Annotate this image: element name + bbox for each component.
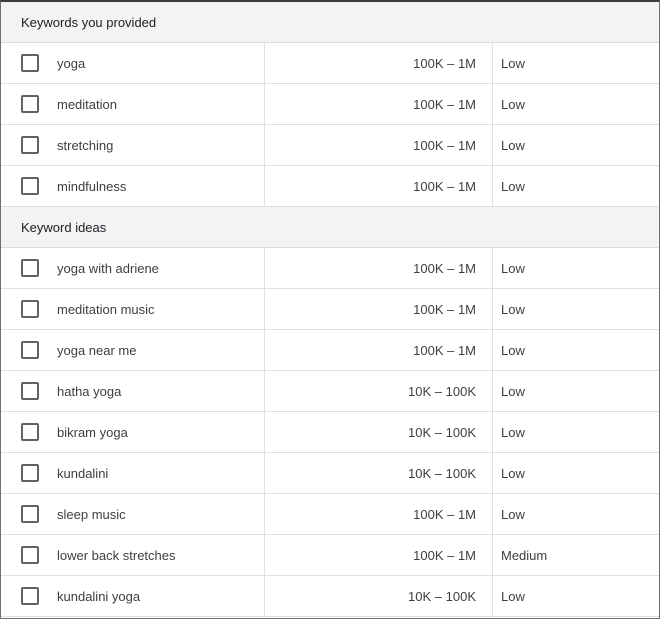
row-checkbox[interactable] bbox=[21, 382, 39, 400]
competition-cell: Low bbox=[501, 55, 525, 71]
row-checkbox[interactable] bbox=[21, 300, 39, 318]
row-checkbox[interactable] bbox=[21, 464, 39, 482]
search-volume-cell: 10K – 100K bbox=[265, 576, 493, 616]
row-checkbox[interactable] bbox=[21, 423, 39, 441]
competition-cell: Low bbox=[501, 506, 525, 522]
keyword-cell: yoga bbox=[57, 43, 265, 83]
row-checkbox-cell bbox=[1, 494, 57, 534]
search-volume-cell: 100K – 1M bbox=[265, 125, 493, 165]
keyword-cell: kundalini yoga bbox=[57, 576, 265, 616]
search-volume-cell: 100K – 1M bbox=[265, 166, 493, 206]
row-checkbox-cell bbox=[1, 43, 57, 83]
keyword-cell: kundalini bbox=[57, 453, 265, 493]
competition-cell: Low bbox=[501, 465, 525, 481]
row-checkbox[interactable] bbox=[21, 546, 39, 564]
row-checkbox[interactable] bbox=[21, 587, 39, 605]
keyword-cell: meditation music bbox=[57, 289, 265, 329]
table-row[interactable]: bikram yoga 10K – 100K Low bbox=[1, 412, 659, 453]
row-checkbox-cell bbox=[1, 248, 57, 288]
table-row[interactable]: yoga with adriene 100K – 1M Low bbox=[1, 248, 659, 289]
keyword-cell: yoga with adriene bbox=[57, 248, 265, 288]
row-checkbox-cell bbox=[1, 453, 57, 493]
table-row[interactable]: meditation 100K – 1M Low bbox=[1, 84, 659, 125]
table-row[interactable]: stretching 100K – 1M Low bbox=[1, 125, 659, 166]
search-volume-cell: 100K – 1M bbox=[265, 289, 493, 329]
search-volume-cell: 10K – 100K bbox=[265, 453, 493, 493]
table-row[interactable]: lower back stretches 100K – 1M Medium bbox=[1, 535, 659, 576]
keyword-cell: stretching bbox=[57, 125, 265, 165]
row-checkbox[interactable] bbox=[21, 177, 39, 195]
keyword-cell: mindfulness bbox=[57, 166, 265, 206]
row-checkbox[interactable] bbox=[21, 505, 39, 523]
table-row[interactable]: mindfulness 100K – 1M Low bbox=[1, 166, 659, 207]
row-checkbox[interactable] bbox=[21, 259, 39, 277]
section-header-ideas: Keyword ideas bbox=[1, 207, 659, 248]
competition-cell: Low bbox=[501, 383, 525, 399]
section-header-provided: Keywords you provided bbox=[1, 2, 659, 43]
table-row[interactable]: sleep music 100K – 1M Low bbox=[1, 494, 659, 535]
row-checkbox[interactable] bbox=[21, 95, 39, 113]
row-checkbox-cell bbox=[1, 535, 57, 575]
competition-cell: Low bbox=[501, 137, 525, 153]
search-volume-cell: 100K – 1M bbox=[265, 248, 493, 288]
search-volume-cell: 10K – 100K bbox=[265, 371, 493, 411]
keyword-cell: meditation bbox=[57, 84, 265, 124]
table-row[interactable]: yoga near me 100K – 1M Low bbox=[1, 330, 659, 371]
row-checkbox-cell bbox=[1, 330, 57, 370]
search-volume-cell: 100K – 1M bbox=[265, 535, 493, 575]
keyword-cell: hatha yoga bbox=[57, 371, 265, 411]
table-row[interactable]: yoga 100K – 1M Low bbox=[1, 43, 659, 84]
competition-cell: Low bbox=[501, 260, 525, 276]
row-checkbox-cell bbox=[1, 125, 57, 165]
keyword-cell: lower back stretches bbox=[57, 535, 265, 575]
table-row[interactable]: kundalini 10K – 100K Low bbox=[1, 453, 659, 494]
search-volume-cell: 100K – 1M bbox=[265, 84, 493, 124]
table-row[interactable]: hatha yoga 10K – 100K Low bbox=[1, 371, 659, 412]
row-checkbox-cell bbox=[1, 576, 57, 616]
keyword-cell: sleep music bbox=[57, 494, 265, 534]
row-checkbox[interactable] bbox=[21, 54, 39, 72]
competition-cell: Medium bbox=[501, 547, 548, 563]
competition-cell: Low bbox=[501, 424, 525, 440]
row-checkbox-cell bbox=[1, 289, 57, 329]
row-checkbox-cell bbox=[1, 84, 57, 124]
search-volume-cell: 100K – 1M bbox=[265, 43, 493, 83]
competition-cell: Low bbox=[501, 588, 525, 604]
table-row[interactable]: meditation music 100K – 1M Low bbox=[1, 289, 659, 330]
competition-cell: Low bbox=[501, 342, 525, 358]
search-volume-cell: 100K – 1M bbox=[265, 494, 493, 534]
row-checkbox-cell bbox=[1, 166, 57, 206]
search-volume-cell: 10K – 100K bbox=[265, 412, 493, 452]
row-checkbox-cell bbox=[1, 371, 57, 411]
competition-cell: Low bbox=[501, 96, 525, 112]
table-row[interactable]: kundalini yoga 10K – 100K Low bbox=[1, 576, 659, 617]
competition-cell: Low bbox=[501, 301, 525, 317]
keyword-cell: yoga near me bbox=[57, 330, 265, 370]
competition-cell: Low bbox=[501, 178, 525, 194]
keyword-cell: bikram yoga bbox=[57, 412, 265, 452]
search-volume-cell: 100K – 1M bbox=[265, 330, 493, 370]
row-checkbox-cell bbox=[1, 412, 57, 452]
row-checkbox[interactable] bbox=[21, 341, 39, 359]
row-checkbox[interactable] bbox=[21, 136, 39, 154]
